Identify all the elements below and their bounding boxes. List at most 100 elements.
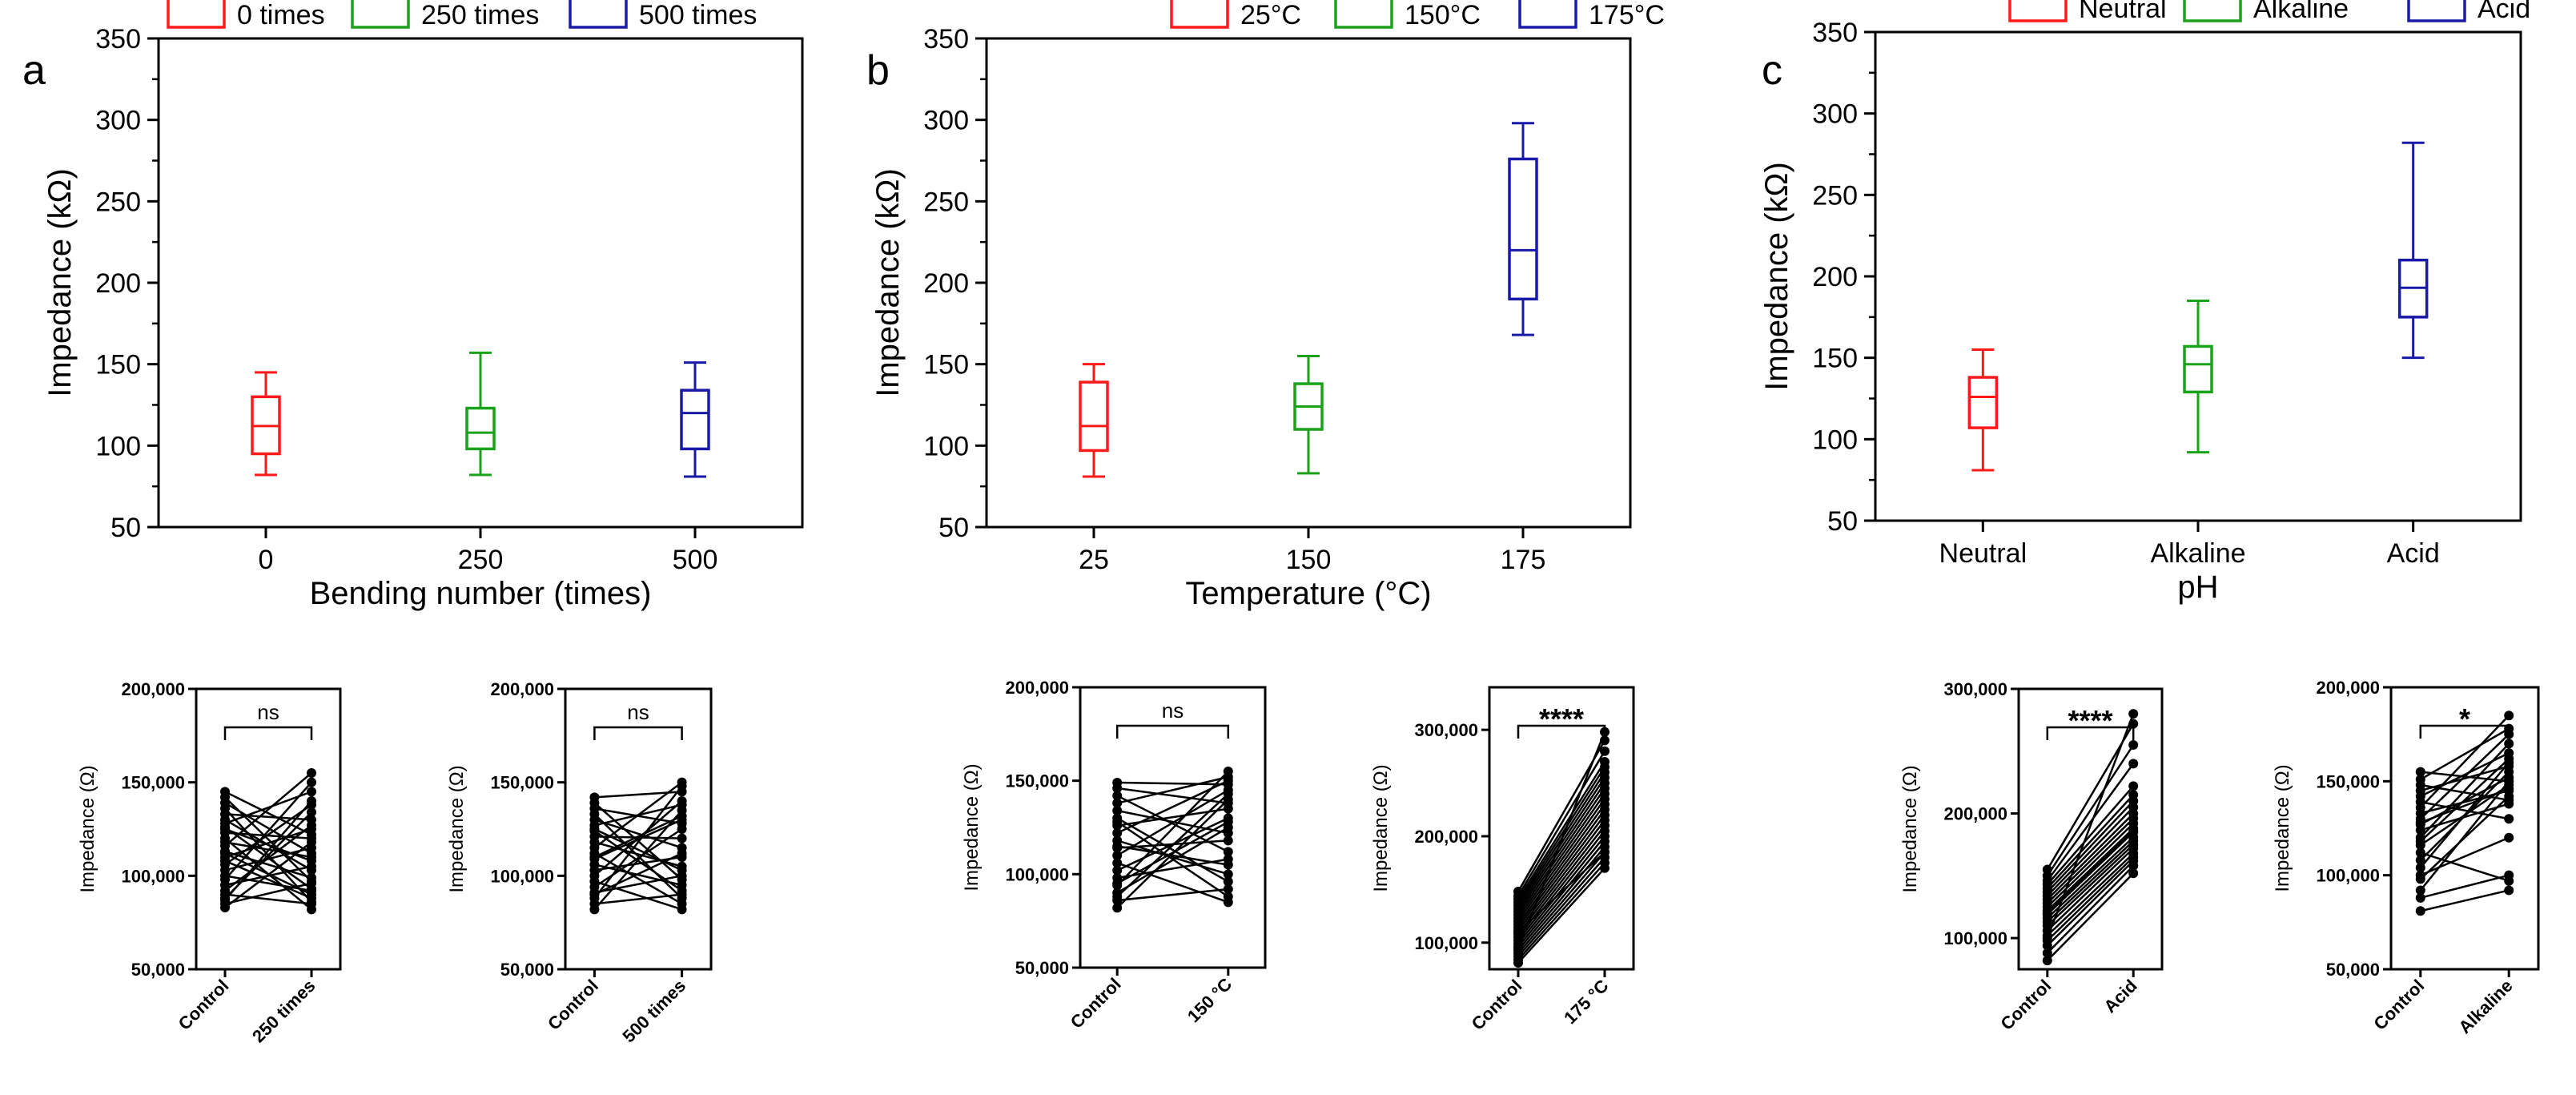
treated-point [307,830,316,839]
treated-point [2504,739,2514,749]
paired-sample [1513,847,1609,937]
treated-point [1223,789,1233,799]
pair-line [2420,874,2510,900]
y-tick-label: 200 [1812,262,1858,292]
pair-line [1517,731,1606,948]
y-tick-label: 350 [95,24,141,54]
control-point [220,895,230,905]
x-tick-label: 150 °C [1184,974,1236,1026]
chart-c-paired-acid: 100,000 200,000 300,000 Control Acid **** Impe… [1899,679,2164,1034]
pair-line [1116,793,1229,898]
treated-point [1223,869,1233,880]
pair-line [224,859,312,900]
paired-sample [1112,772,1233,808]
significance-label: * [2459,702,2470,735]
treated-point [1223,798,1233,808]
control-point [1513,887,1523,897]
treated-point [2504,761,2514,771]
treated-point [677,787,687,797]
legend-label: Alkaline [2253,0,2349,24]
y-tick-label: 300,000 [1943,679,2007,699]
significance-label: ns [257,700,279,724]
treated-point [307,865,316,876]
pair-line [2419,758,2510,843]
panel-label-c: c [1762,47,1782,94]
y-tick-label: 150,000 [490,773,554,793]
y-axis-label: Impedance (Ω) [77,765,98,892]
pair-line [2046,852,2135,936]
panel-label-b: b [866,47,890,94]
pair-line [2420,727,2510,781]
significance-label: **** [2068,704,2112,737]
y-tick-label: 200,000 [1414,827,1478,847]
x-tick-label: Acid [2387,538,2440,569]
y-tick-label: 100 [1812,425,1858,455]
y-tick-label: 300,000 [1414,720,1478,740]
y-axis-label: Impedance (Ω) [446,765,468,892]
iqr-box [2183,344,2213,394]
significance-bracket [1115,724,1230,739]
x-tick-label: 175 [1501,545,1546,575]
chart-a-box: 50 100 150 200 250 300 350 0 250 500 Bending numbe… [42,0,804,611]
paired-sample [1112,778,1233,790]
pair-line [593,827,683,872]
pair-line [224,893,312,905]
control-point [2415,885,2425,896]
pair-line [1517,867,1605,964]
treated-point [307,848,316,859]
treated-point [1223,884,1233,894]
iqr-box [1967,376,1999,429]
y-tick-label: 200,000 [1943,804,2007,824]
legend-label: 500 times [639,0,757,30]
y-tick-label: 50,000 [131,960,185,980]
pair-line [593,852,683,896]
y-tick-label: 100 [95,431,141,461]
plot-frame [2017,687,2164,971]
chart-c-paired-alkaline: 50,000 100,000 150,000 200,000 Control Alkali… [2272,678,2540,1037]
control-point [2415,767,2425,777]
pair-line [2046,723,2135,871]
y-tick-label: 200,000 [2316,678,2380,698]
control-point [1112,817,1123,827]
significance-label: ns [1162,698,1184,723]
control-point [220,824,230,834]
x-tick-label: Control [175,976,233,1034]
control-point [1112,851,1123,860]
y-tick-label: 350 [1812,18,1858,48]
paired-sample [589,824,687,876]
paired-sample [220,796,316,905]
y-tick-label: 100 [923,431,969,461]
legend-swatch [1518,0,1577,29]
treated-point [677,875,687,884]
significance-bracket [2046,726,2135,740]
pair-line [1517,819,1605,935]
treated-point [677,799,687,810]
treated-point [2504,776,2514,787]
paired-sample [1112,789,1233,902]
treated-point [677,777,687,787]
treated-point [2504,754,2514,764]
pair-line [1117,787,1228,804]
iqr-box [1079,380,1109,453]
pair-line [224,796,312,883]
pair-line [2046,836,2135,920]
legend-swatch [1334,0,1393,29]
pair-line [1116,862,1229,904]
legend-swatch [351,0,410,29]
pair-line [1116,809,1229,835]
y-tick-label: 50,000 [500,960,554,980]
y-tick-label: 50 [1827,506,1858,537]
pair-line [2420,889,2510,912]
pair-line [2046,800,2135,893]
pair-line [1517,840,1605,948]
significance-bracket [1517,724,1606,739]
control-point [589,824,600,834]
x-tick-label: 500 [673,545,718,575]
control-point [1112,778,1123,787]
chart-b-box: 50 100 150 200 250 300 350 25 150 175 Temperature … [870,0,1665,611]
pair-line [1517,803,1606,925]
x-tick-label: 0 [259,545,274,575]
pair-line [2420,787,2510,824]
paired-sample [1112,817,1233,888]
pair-line [224,826,312,890]
